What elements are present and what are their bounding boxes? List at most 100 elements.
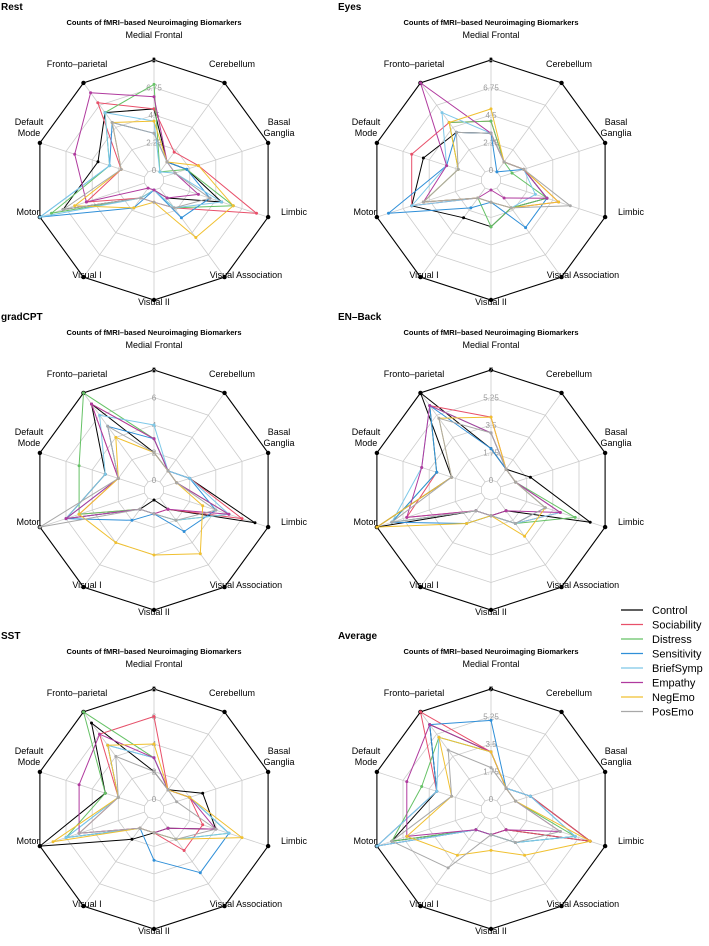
data-point-sensitivity (524, 226, 528, 230)
axis-label: Basal Ganglia (600, 746, 631, 767)
data-point-posemo (139, 196, 143, 200)
data-point-posemo (114, 754, 118, 758)
data-point-sensitivity (185, 167, 189, 171)
axis-spoke (39, 452, 145, 488)
axis-spoke (420, 392, 486, 483)
data-point-empathy (84, 200, 88, 204)
axis-vertex-marker (488, 57, 494, 63)
axis-spoke (376, 771, 482, 807)
axis-label: Limbic (618, 517, 645, 527)
data-point-control (38, 844, 42, 848)
axis-spoke (420, 816, 486, 907)
axis-label: Medial Frontal (462, 30, 519, 40)
axis-spoke (83, 816, 149, 907)
panel-3: EN–Back Counts of fMRI–based Neuroimaging… (338, 312, 644, 617)
data-point-posemo (454, 130, 458, 134)
axis-label: Default Mode (15, 746, 44, 767)
axis-vertex-marker (602, 140, 608, 146)
axis-spoke (83, 187, 149, 278)
data-point-empathy (152, 437, 156, 441)
data-point-empathy (405, 515, 409, 519)
axis-spoke (420, 497, 486, 588)
data-point-posemo (152, 131, 156, 135)
data-point-negemo (132, 206, 136, 210)
data-point-posemo (504, 786, 508, 790)
legend-entry: BriefSymp (652, 663, 703, 675)
legend-entry: Control (652, 605, 687, 617)
axis-spoke (496, 497, 562, 588)
axis-spoke (39, 492, 145, 528)
data-point-empathy (196, 192, 200, 196)
data-point-sensitivity (489, 718, 493, 722)
axis-vertex-marker (151, 57, 157, 63)
data-point-sensitivity (387, 211, 390, 215)
data-point-posemo (489, 131, 493, 135)
axis-label: Default Mode (352, 427, 381, 448)
axis-spoke (496, 82, 562, 173)
data-point-empathy (152, 756, 156, 760)
data-point-control (419, 391, 422, 395)
axis-label: Medial Frontal (125, 659, 182, 669)
data-point-control (90, 721, 93, 725)
axis-label: Visual II (138, 607, 170, 617)
axis-vertex-marker (222, 390, 227, 396)
data-point-empathy (545, 196, 549, 200)
axis-label: Cerebellum (546, 369, 592, 379)
axis-vertex-marker (559, 80, 564, 86)
chart-title: Counts of fMRI–based Neuroimaging Biomar… (403, 18, 578, 27)
legend-entry: Sociability (652, 620, 702, 632)
axis-label: Visual Association (547, 899, 619, 909)
data-point-empathy (474, 828, 478, 832)
legend: Control Sociability Distress Sensitivity Bri… (621, 605, 703, 719)
data-point-control (152, 498, 156, 502)
axis-label: Visual I (409, 270, 438, 280)
data-point-briefsymp (573, 834, 577, 838)
tick-label: 5.25 (483, 394, 499, 403)
tick-label: 0 (152, 166, 157, 175)
data-point-negemo (455, 853, 459, 857)
axis-vertex-marker (374, 450, 380, 456)
chart-title: Counts of fMRI–based Neuroimaging Biomar… (403, 647, 578, 656)
axis-label: Cerebellum (209, 59, 255, 69)
axis-spoke (163, 771, 269, 807)
data-point-posemo (522, 167, 526, 171)
axis-spoke (420, 711, 486, 802)
data-point-negemo (465, 522, 469, 525)
data-point-negemo (405, 834, 409, 838)
data-point-posemo (166, 469, 170, 473)
center-ring (481, 479, 501, 501)
tick-label: 6.75 (483, 84, 499, 93)
data-point-sociability (240, 517, 244, 521)
tick-label: 0 (152, 795, 157, 804)
data-point-posemo (504, 467, 508, 471)
data-point-control (253, 521, 257, 525)
data-point-posemo (437, 416, 441, 420)
data-point-negemo (588, 839, 592, 843)
data-point-posemo (543, 506, 547, 510)
data-point-posemo (214, 827, 218, 831)
data-point-distress (152, 82, 156, 86)
data-point-posemo (446, 866, 450, 870)
axis-vertex-marker (222, 903, 227, 909)
axis-label: Limbic (281, 207, 308, 217)
data-point-posemo (116, 476, 120, 480)
data-point-distress (573, 515, 577, 519)
data-point-negemo (51, 840, 55, 844)
panel-label: Rest (1, 2, 23, 13)
data-point-negemo (489, 415, 493, 419)
data-point-empathy (420, 466, 424, 469)
tick-label: 5.25 (483, 713, 499, 722)
data-point-posemo (489, 200, 493, 204)
data-point-negemo (73, 204, 77, 208)
tick-label: 6 (152, 394, 157, 403)
axis-label: Medial Frontal (125, 340, 182, 350)
data-point-empathy (428, 723, 432, 727)
series-line-distress (65, 711, 230, 840)
data-point-briefsymp (103, 111, 107, 115)
data-point-posemo (77, 831, 81, 835)
axis-spoke (39, 142, 145, 178)
axis-label: Visual I (72, 899, 101, 909)
data-point-posemo (116, 795, 120, 799)
axis-spoke (159, 816, 225, 907)
axis-label: Visual II (138, 926, 170, 936)
